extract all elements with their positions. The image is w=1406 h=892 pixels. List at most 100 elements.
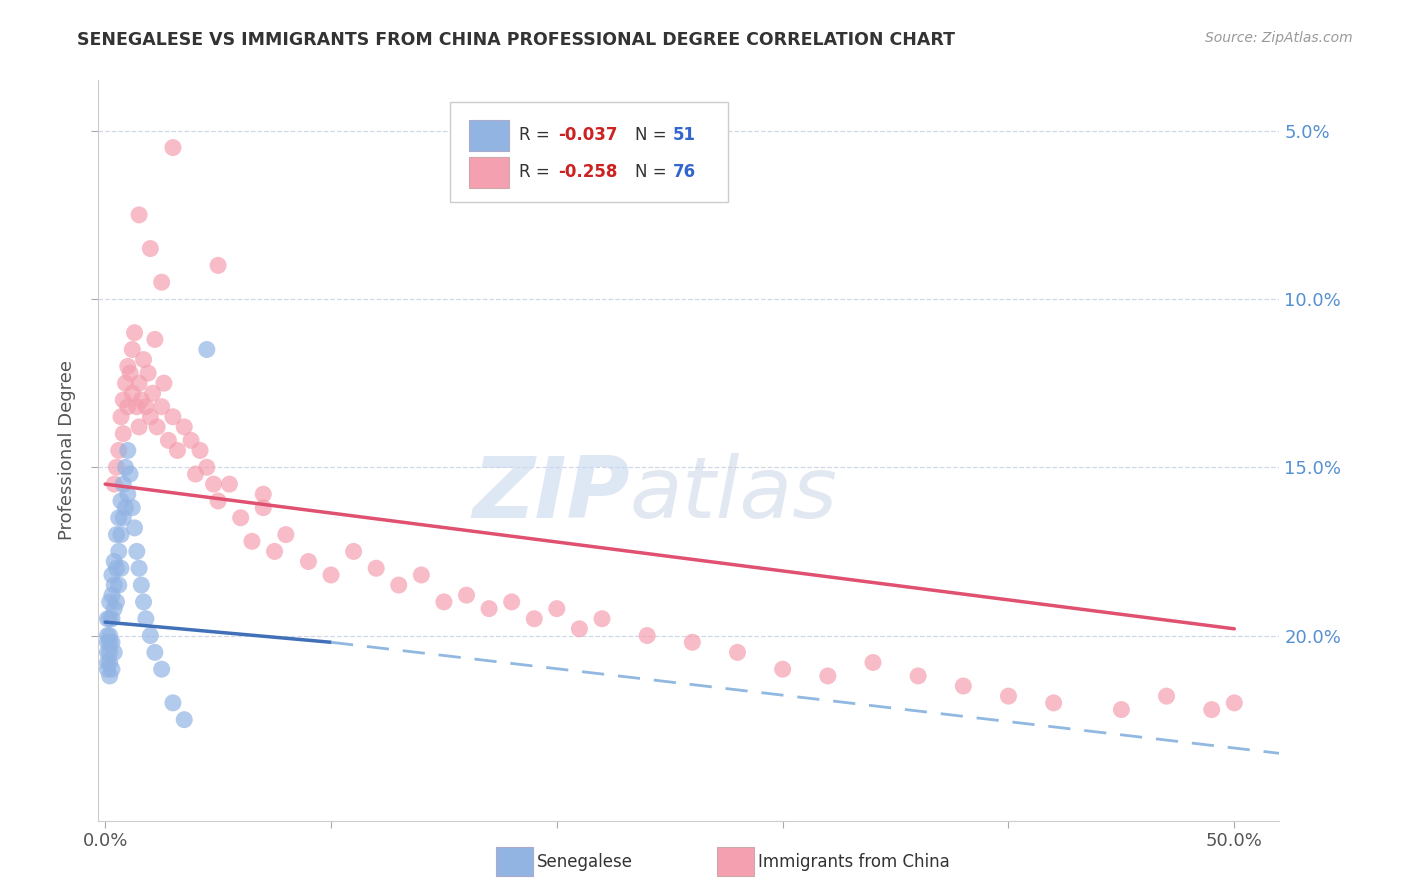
Point — [110, 527, 132, 541]
Point — [162, 140, 184, 154]
Point — [139, 628, 162, 642]
Point — [135, 612, 157, 626]
Text: -0.258: -0.258 — [558, 163, 617, 181]
Text: 51: 51 — [672, 126, 696, 145]
Text: Source: ZipAtlas.com: Source: ZipAtlas.com — [1205, 31, 1353, 45]
Point — [101, 662, 124, 676]
Point — [96, 612, 118, 626]
Point — [207, 494, 229, 508]
Point — [727, 645, 749, 659]
Point — [162, 696, 184, 710]
Point — [772, 662, 794, 676]
Point — [121, 500, 143, 515]
Point — [153, 376, 176, 391]
Point — [456, 588, 478, 602]
FancyBboxPatch shape — [470, 120, 509, 151]
Text: atlas: atlas — [630, 453, 838, 536]
Text: R =: R = — [519, 126, 555, 145]
Point — [101, 568, 124, 582]
Point — [103, 554, 125, 569]
Point — [195, 460, 218, 475]
Point — [117, 443, 139, 458]
Point — [252, 487, 274, 501]
Point — [110, 494, 132, 508]
Point — [114, 376, 136, 391]
Point — [342, 544, 364, 558]
Point — [132, 352, 155, 367]
Point — [98, 645, 121, 659]
Point — [103, 477, 125, 491]
Point — [117, 359, 139, 374]
Point — [128, 561, 150, 575]
Text: SENEGALESE VS IMMIGRANTS FROM CHINA PROFESSIONAL DEGREE CORRELATION CHART: SENEGALESE VS IMMIGRANTS FROM CHINA PROF… — [77, 31, 955, 49]
Point — [121, 386, 143, 401]
Point — [1156, 689, 1178, 703]
Point — [274, 527, 297, 541]
Point — [952, 679, 974, 693]
Point — [118, 467, 141, 481]
Point — [114, 460, 136, 475]
Text: R =: R = — [519, 163, 555, 181]
Point — [105, 595, 128, 609]
Point — [96, 628, 118, 642]
Point — [121, 343, 143, 357]
Point — [195, 343, 218, 357]
Point — [124, 326, 146, 340]
Point — [117, 487, 139, 501]
Text: Immigrants from China: Immigrants from China — [758, 853, 949, 871]
Point — [107, 578, 129, 592]
Point — [98, 595, 121, 609]
FancyBboxPatch shape — [470, 156, 509, 187]
Point — [112, 510, 135, 524]
Point — [107, 443, 129, 458]
Text: 76: 76 — [672, 163, 696, 181]
Point — [101, 612, 124, 626]
Point — [103, 578, 125, 592]
Point — [411, 568, 433, 582]
Point — [128, 376, 150, 391]
Point — [229, 510, 252, 524]
Point — [131, 578, 153, 592]
Point — [166, 443, 188, 458]
Point — [98, 669, 121, 683]
Point — [862, 656, 884, 670]
Point — [817, 669, 839, 683]
Point — [105, 460, 128, 475]
Point — [112, 426, 135, 441]
Point — [128, 420, 150, 434]
Text: N =: N = — [634, 126, 672, 145]
Point — [107, 544, 129, 558]
Point — [98, 628, 121, 642]
Point — [103, 601, 125, 615]
Point — [112, 392, 135, 407]
FancyBboxPatch shape — [450, 103, 728, 202]
Point — [131, 392, 153, 407]
Point — [636, 628, 658, 642]
Point — [96, 645, 118, 659]
Text: -0.037: -0.037 — [558, 126, 617, 145]
Point — [139, 242, 162, 256]
Point — [388, 578, 411, 592]
Point — [125, 544, 148, 558]
Point — [173, 420, 195, 434]
Point — [105, 561, 128, 575]
Point — [98, 612, 121, 626]
Point — [218, 477, 240, 491]
Point — [110, 561, 132, 575]
Point — [162, 409, 184, 424]
Point — [523, 612, 546, 626]
Point — [142, 386, 165, 401]
Point — [263, 544, 285, 558]
Point — [681, 635, 703, 649]
Point — [207, 259, 229, 273]
Point — [1111, 703, 1133, 717]
Point — [146, 420, 169, 434]
Point — [1201, 703, 1223, 717]
Point — [118, 366, 141, 380]
Point — [591, 612, 613, 626]
Point — [568, 622, 591, 636]
Text: N =: N = — [634, 163, 672, 181]
Point — [157, 434, 180, 448]
Point — [128, 208, 150, 222]
Point — [546, 601, 568, 615]
